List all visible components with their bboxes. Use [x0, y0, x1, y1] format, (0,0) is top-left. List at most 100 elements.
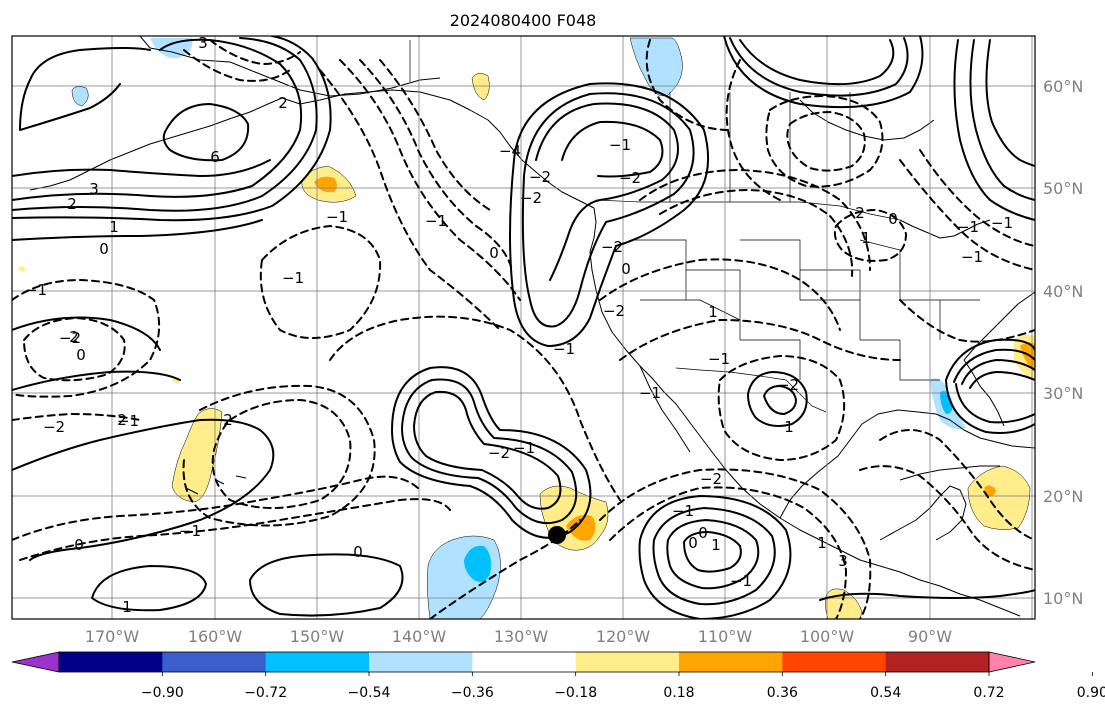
- map-title: 2024080400 F048: [450, 11, 597, 30]
- colorbar-box: [472, 652, 577, 672]
- contour-label: −2: [488, 444, 510, 462]
- coastline-cuba: [899, 465, 1000, 481]
- contour-figure8-inner: [413, 390, 562, 510]
- contour-label: −1: [326, 208, 348, 226]
- contour-us-trough-3: [599, 258, 841, 331]
- contour-label: −4: [499, 142, 521, 160]
- contour-mexico-high-3: [666, 519, 760, 590]
- lon-label: 150°W: [290, 627, 345, 646]
- contour-label: 2: [117, 411, 127, 429]
- contour-figure8-mid: [401, 378, 578, 524]
- border-us-mexico: [675, 367, 827, 413]
- coastline-alaska-north: [139, 36, 441, 97]
- contour-aleutian-3: [12, 36, 332, 222]
- colorbar-box: [782, 652, 887, 672]
- contour-alaska-minus2: [209, 39, 301, 65]
- contour-east-minus3: [899, 299, 1035, 343]
- contour-aleutian-6: [162, 103, 250, 162]
- contour-ne-high-2: [723, 36, 924, 109]
- shade-canada-blue: [629, 37, 683, 97]
- colorbar-box: [162, 652, 267, 672]
- contour-label: −1: [425, 212, 447, 230]
- coastline-yucatan: [879, 485, 967, 541]
- contour-ne-high-3: [729, 37, 909, 97]
- colorbar-box: [679, 652, 783, 672]
- contour-westpac-0: [12, 316, 161, 351]
- contour-aleutian-2: [12, 37, 318, 212]
- contour-label: 2: [278, 94, 288, 112]
- lon-label: 90°W: [908, 627, 952, 646]
- longitude-labels: 170°W 160°W 150°W 140°W 130°W 120°W 110°W 100°W…: [85, 627, 952, 646]
- contour-mexico-high-2: [652, 507, 776, 606]
- contour-aleutian-1: [12, 38, 303, 201]
- contour-label: −2: [520, 189, 542, 207]
- contour-sw-loop-1: [249, 553, 404, 617]
- border-states-west: [632, 239, 741, 340]
- contour-label: −2: [601, 238, 623, 256]
- contour-label: 0: [353, 543, 363, 561]
- colorbar-tick-label: −0.36: [451, 685, 494, 701]
- contour-gulf-alaska-1: [339, 59, 521, 301]
- shade-baja-orange: [566, 515, 596, 541]
- contour-atlantic-2: [953, 348, 1035, 383]
- latitude-labels: 60°N 50°N 40°N 30°N 20°N 10°N: [1043, 77, 1083, 608]
- lon-label: 100°W: [800, 627, 855, 646]
- contour-gulf-minus1: [717, 355, 846, 461]
- contour-label: 2: [855, 204, 865, 222]
- contour-label: −1: [179, 522, 201, 540]
- contour-label: 0: [698, 524, 708, 542]
- contour-atlantic-3: [961, 359, 1035, 385]
- contour-ridge-2: [535, 102, 679, 281]
- contour-label: 0: [99, 240, 109, 258]
- lat-label: 10°N: [1043, 589, 1083, 608]
- contour-label: 2: [67, 195, 77, 213]
- contour-label: 3: [89, 180, 99, 198]
- coastline-gulf-mexico: [779, 409, 1035, 519]
- negative-contours: [12, 39, 1035, 619]
- shade-yellow-gulf: [471, 73, 490, 101]
- contour-figure8-outer: [391, 366, 592, 539]
- contour-label: −1: [117, 412, 139, 430]
- contour-label: −2: [603, 302, 625, 320]
- colorbar-tick-label: 0.36: [767, 685, 798, 701]
- contour-ridge-1: [521, 92, 695, 328]
- contour-label: −2: [777, 376, 799, 394]
- contour-label: −1: [730, 572, 752, 590]
- colorbar-tick-label: −0.72: [244, 685, 287, 701]
- border-states-central: [740, 239, 900, 380]
- contour-northpac-minus1: [259, 225, 382, 339]
- contour-label: −2: [700, 470, 722, 488]
- coastline-east-us: [963, 291, 1035, 361]
- contour-label: −2: [619, 169, 641, 187]
- contour-nw-loop: [29, 47, 151, 81]
- contour-gulf-alaska-2: [359, 59, 513, 271]
- contour-southwest-1: [19, 498, 451, 561]
- contour-canada-minus1: [765, 95, 884, 188]
- colorbar-box: [575, 652, 680, 672]
- contour-west-minus2: [23, 317, 126, 382]
- contour-east-ridge-2: [969, 39, 1035, 201]
- contour-label: 1: [109, 218, 119, 236]
- contour-label: 3: [838, 552, 848, 570]
- contour-ridge-3: [561, 120, 664, 178]
- storm-center-marker: [548, 526, 566, 544]
- colorbar-tick-label: −0.54: [348, 685, 391, 701]
- colorbar-box: [59, 652, 163, 672]
- contour-mexico-minus1: [599, 468, 872, 619]
- lat-label: 40°N: [1043, 282, 1083, 301]
- contour-us-trough-2: [659, 189, 854, 277]
- contour-label: −2: [59, 329, 81, 347]
- lat-label: 60°N: [1043, 77, 1083, 96]
- contour-great-lakes-0: [833, 209, 907, 262]
- contour-label: −1: [553, 340, 575, 358]
- contour-texas-2: [763, 385, 797, 415]
- contour-caribbean-minus1: [879, 429, 1035, 541]
- colorbar-extend-low: [11, 651, 60, 673]
- colorbar-tick-labels: −0.90 −0.72 −0.54 −0.36 −0.18 0.18 0.36 0.54 0.7…: [141, 672, 1105, 701]
- contour-label: −2: [43, 418, 65, 436]
- contour-atlantic-4: [969, 371, 1035, 389]
- contour-label: −1: [961, 248, 983, 266]
- positive-contours: [12, 36, 1035, 619]
